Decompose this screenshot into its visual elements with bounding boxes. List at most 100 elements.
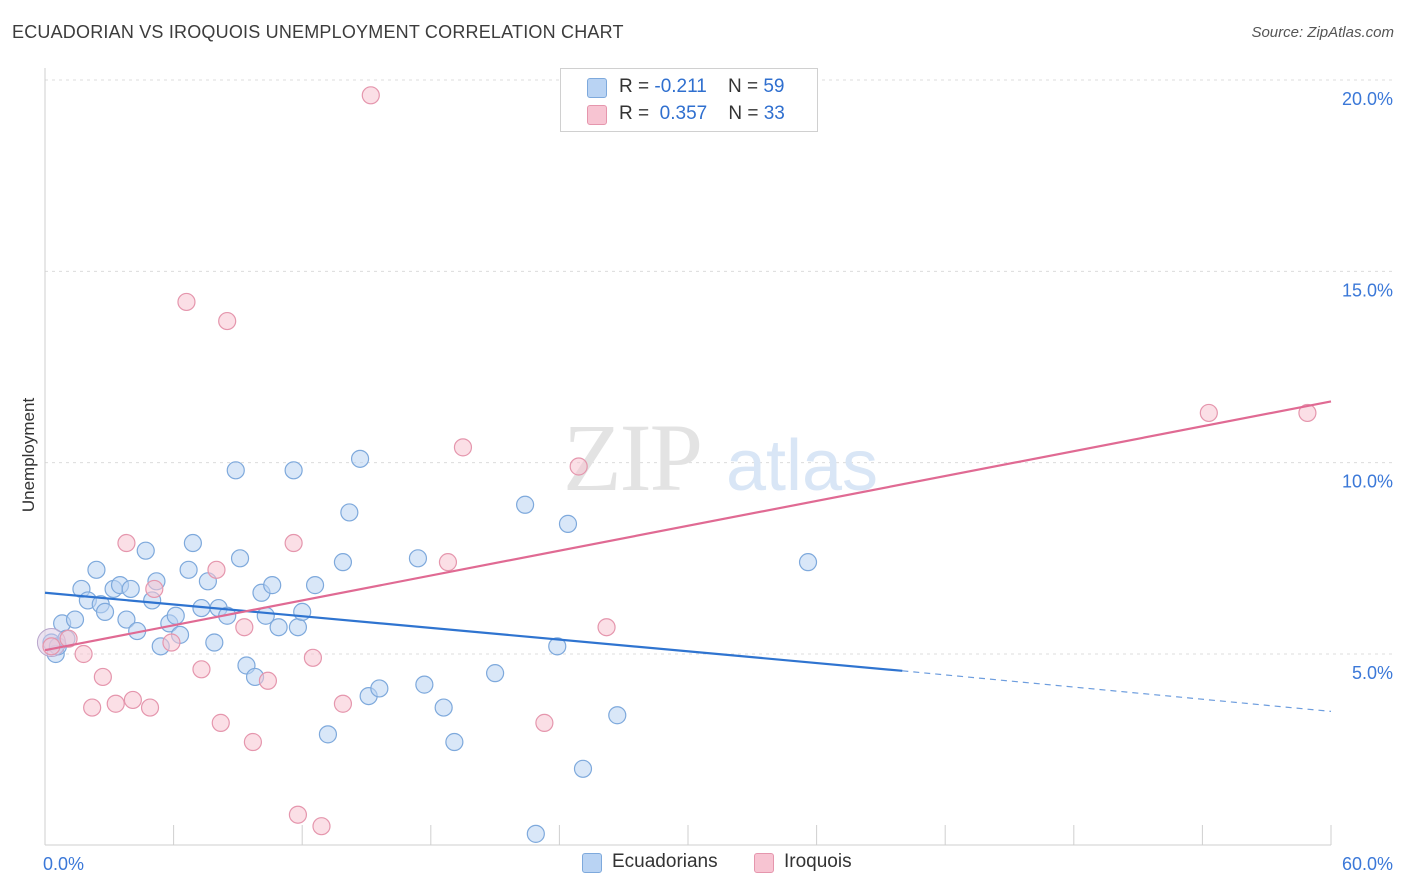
ecuadorians-point	[87, 560, 106, 579]
ecuadorians-point	[408, 549, 428, 568]
ecuadorians-point	[284, 461, 303, 480]
n-label: N =	[728, 103, 764, 124]
watermark-zip: ZIP	[563, 404, 701, 511]
iroquois-point	[74, 644, 93, 664]
ecuadorians-point	[95, 602, 115, 622]
ecuadorians-trend-extension	[902, 670, 1332, 712]
iroquois-point	[258, 671, 278, 690]
iroquois-point	[162, 633, 181, 652]
iroquois-point	[93, 667, 112, 687]
n-label: N =	[727, 76, 764, 97]
iroquois-point	[83, 698, 102, 717]
ecuadorians-point	[526, 824, 545, 843]
ecuadorians-point	[65, 610, 85, 629]
iroquois-point	[438, 553, 458, 572]
ecuadorians-point	[230, 549, 250, 568]
watermark: ZIP atlas	[563, 404, 878, 511]
iroquois-points	[42, 86, 1317, 836]
ecuadorians-point	[486, 664, 505, 683]
ecuadorians-swatch	[587, 78, 607, 98]
x-tick-label: 0.0%	[43, 854, 84, 874]
iroquois-point	[123, 690, 142, 710]
ecuadorians-point	[166, 606, 185, 625]
legend-label-ecuadorians: Ecuadorians	[612, 851, 718, 872]
y-tick-label: 20.0%	[1342, 89, 1393, 109]
axes	[44, 68, 1332, 846]
grid-lines	[45, 79, 1392, 655]
iroquois-point	[140, 698, 160, 717]
iroquois-point	[211, 713, 230, 732]
trend-lines	[44, 400, 1332, 712]
ecuadorians-point	[293, 602, 312, 622]
ecuadorians-point	[136, 541, 155, 560]
ecuadorians-point	[318, 725, 338, 744]
ecuadorians-point	[445, 732, 464, 752]
ecuadorians-point	[434, 698, 453, 717]
iroquois-point	[597, 618, 616, 637]
iroquois-point	[333, 694, 353, 713]
ecuadorians-point	[415, 675, 434, 694]
iroquois-point	[303, 648, 323, 667]
ecuadorians-point	[305, 576, 325, 595]
correlation-legend: R = -0.211 N = 59 R = 0.357 N = 33	[560, 68, 818, 132]
y-tick-label: 10.0%	[1342, 472, 1393, 492]
ecuadorians-point	[226, 461, 245, 480]
r-value: 0.357	[654, 103, 708, 124]
x-tick-label: 60.0%	[1342, 854, 1393, 874]
iroquois-point	[235, 618, 254, 637]
ecuadorians-point	[548, 637, 567, 656]
ecuadorians-point	[288, 618, 308, 637]
iroquois-point	[145, 579, 164, 599]
ecuadorians-point	[205, 633, 224, 652]
iroquois-point	[218, 311, 237, 331]
ecuadorians-point	[516, 495, 535, 514]
ecuadorians-point	[117, 610, 136, 629]
iroquois-point	[453, 438, 473, 457]
ecuadorians-point	[263, 576, 282, 595]
iroquois-point	[569, 457, 588, 476]
iroquois-point	[192, 660, 211, 679]
ecuadorians-point	[179, 560, 198, 579]
ecuadorians-trend-line	[44, 591, 903, 672]
r-label: R =	[619, 76, 655, 97]
iroquois-trend-line	[44, 400, 1332, 652]
iroquois-point	[361, 86, 380, 105]
y-axis-label: Unemployment	[19, 398, 38, 513]
ecuadorians-point	[121, 579, 140, 599]
y-tick-label: 5.0%	[1352, 663, 1393, 683]
y-tick-label: 15.0%	[1342, 280, 1393, 300]
ecuadorians-point	[370, 679, 389, 698]
r-label: R =	[619, 103, 655, 124]
ecuadorians-point	[608, 706, 627, 725]
chart-title: ECUADORIAN VS IROQUOIS UNEMPLOYMENT CORR…	[12, 22, 624, 42]
iroquois-point	[59, 629, 78, 648]
legend-label-iroquois: Iroquois	[784, 851, 852, 872]
ecuadorians-point	[798, 553, 818, 572]
iroquois-point	[42, 637, 61, 656]
watermark-atlas: atlas	[726, 426, 878, 506]
iroquois-point	[312, 817, 331, 836]
ecuadorians-point	[558, 514, 578, 533]
n-value: 59	[763, 76, 785, 97]
r-value: -0.211	[654, 76, 707, 97]
ecuadorians-point	[333, 553, 353, 572]
source-label: Source: ZipAtlas.com	[1251, 24, 1394, 41]
n-value: 33	[763, 103, 785, 124]
iroquois-point	[1298, 403, 1317, 423]
iroquois-point	[1199, 403, 1218, 423]
tick-labels: 5.0% 10.0% 15.0% 20.0% 0.0% 60.0%	[43, 89, 1393, 874]
iroquois-point	[288, 805, 308, 824]
ecuadorians-swatch	[582, 853, 602, 873]
iroquois-point	[177, 292, 196, 312]
iroquois-point	[243, 732, 263, 752]
iroquois-swatch	[754, 853, 774, 873]
ecuadorians-point	[573, 759, 593, 778]
ecuadorians-point	[350, 449, 370, 468]
iroquois-point	[207, 560, 226, 579]
ecuadorians-point	[183, 533, 202, 553]
iroquois-point	[106, 694, 125, 713]
iroquois-swatch	[587, 105, 607, 125]
iroquois-point	[284, 533, 303, 553]
iroquois-point	[117, 533, 136, 553]
